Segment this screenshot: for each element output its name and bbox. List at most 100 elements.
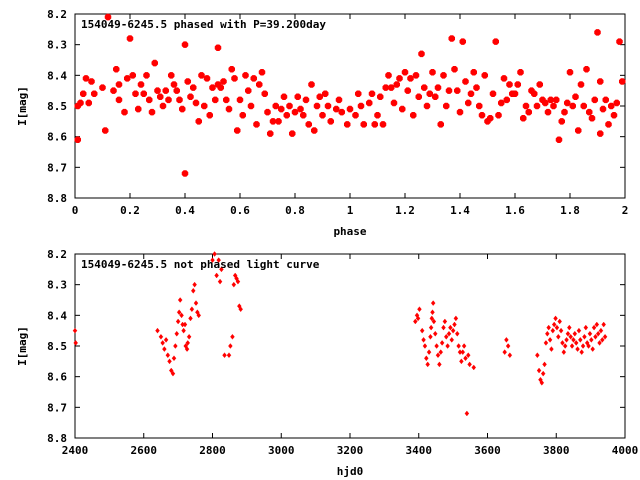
phased-light-curve-panel: 0 0.2 0.4 0.6 0.8 1 1.2 1.4 1.6 1.8 2 8.2 8.3 8.4 8.5 8…: [16, 8, 628, 238]
data-point: [566, 69, 574, 76]
chart-title: 154049-6245.5 phased with P=39.200day: [81, 18, 326, 31]
data-point: [226, 352, 232, 359]
data-point: [460, 349, 466, 355]
data-point: [585, 108, 593, 116]
data-point: [222, 352, 227, 359]
data-point: [174, 330, 180, 337]
data-point: [440, 72, 447, 79]
data-point: [283, 111, 291, 119]
y-axis-label: I[mag]: [16, 326, 29, 366]
data-point: [610, 111, 618, 119]
data-point: [308, 81, 315, 88]
data-point: [543, 340, 549, 346]
data-point: [222, 96, 230, 104]
data-point: [143, 72, 150, 79]
data-point: [588, 115, 596, 122]
x-tick-label: 1.6: [505, 204, 525, 217]
data-point: [338, 108, 346, 116]
y-tick-label: 8.7: [47, 401, 67, 414]
y-tick-label: 8.6: [47, 371, 67, 384]
data-point: [360, 121, 368, 128]
data-point: [536, 367, 542, 374]
data-point: [85, 99, 93, 107]
data-point: [568, 333, 573, 340]
data-point: [401, 69, 409, 76]
data-point: [371, 121, 379, 128]
data-point: [188, 315, 193, 322]
data-point: [291, 108, 299, 116]
data-point: [464, 410, 470, 417]
y-tick-label: 8.5: [47, 100, 67, 113]
data-point: [475, 102, 483, 110]
data-point: [247, 102, 255, 110]
data-point: [453, 87, 461, 94]
y-tick-label: 8.6: [47, 131, 67, 144]
data-point: [299, 111, 307, 119]
data-point: [573, 340, 579, 346]
data-point: [255, 81, 263, 88]
data-point: [129, 72, 137, 79]
x-tick-label: 3200: [337, 444, 364, 457]
data-point: [126, 35, 134, 42]
data-point: [374, 111, 381, 119]
data-point: [148, 108, 156, 116]
data-point: [445, 87, 453, 94]
data-point: [217, 84, 225, 91]
data-point: [140, 90, 148, 97]
data-point: [426, 90, 434, 97]
data-point: [616, 38, 623, 45]
data-point: [165, 352, 171, 359]
data-point: [415, 315, 421, 322]
data-point: [101, 127, 109, 134]
data-point: [357, 102, 365, 110]
data-point: [599, 105, 607, 113]
data-point: [418, 50, 425, 58]
data-point: [574, 127, 582, 134]
data-point: [590, 346, 595, 352]
data-point: [473, 84, 480, 91]
data-point: [572, 93, 579, 101]
data-point: [415, 93, 423, 101]
data-point: [277, 105, 285, 113]
data-point: [387, 84, 395, 91]
data-point: [504, 337, 509, 343]
data-point: [173, 87, 181, 94]
data-point: [231, 281, 237, 288]
data-point: [236, 96, 244, 104]
y-tick-label: 8.3: [47, 279, 67, 292]
data-point: [503, 96, 511, 104]
data-point: [437, 121, 445, 128]
data-point: [396, 75, 403, 82]
data-point: [442, 318, 448, 325]
data-points: [74, 13, 626, 177]
data-point: [407, 75, 414, 82]
data-point: [137, 81, 145, 88]
data-point: [264, 108, 271, 116]
data-point: [565, 330, 571, 337]
data-point: [327, 118, 335, 125]
x-axis-label: phase: [333, 225, 366, 238]
data-point: [343, 121, 351, 128]
data-point: [158, 333, 164, 340]
data-point: [178, 105, 186, 113]
data-point: [235, 278, 241, 285]
data-point: [398, 105, 406, 113]
data-point: [385, 72, 392, 79]
data-point: [185, 340, 191, 346]
data-point: [514, 81, 522, 88]
data-point: [154, 87, 161, 94]
axis-ticks: 2400 2600 2800 3000 3200 3400 3600 3800 4000 8.2 8…: [47, 248, 638, 457]
data-point: [294, 93, 302, 101]
data-point: [589, 337, 594, 343]
data-point: [471, 364, 477, 371]
data-point: [379, 121, 387, 128]
data-point: [586, 343, 591, 349]
data-point: [536, 81, 544, 88]
data-point: [104, 13, 112, 21]
data-point: [481, 72, 489, 79]
data-point: [591, 96, 599, 104]
data-point: [535, 352, 540, 359]
data-point: [552, 96, 560, 104]
data-point: [230, 333, 235, 340]
data-point: [228, 65, 236, 73]
